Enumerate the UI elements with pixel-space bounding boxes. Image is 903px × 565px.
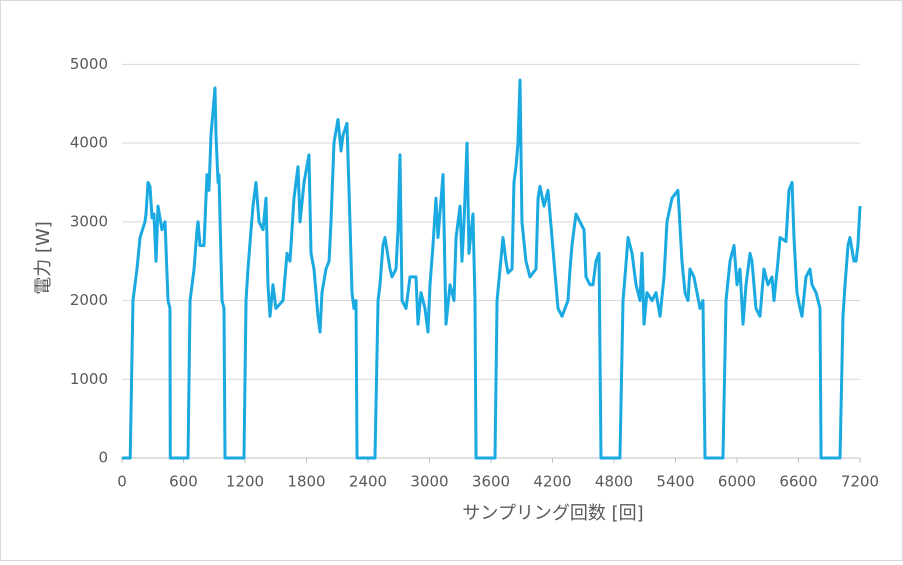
y-axis-title: 電力 [W] (33, 221, 54, 295)
x-tick-label: 2400 (349, 473, 387, 491)
x-axis-title: サンプリング回数 [回] (462, 503, 643, 524)
x-tick-label: 1200 (226, 473, 264, 491)
x-tick-label: 7200 (841, 473, 879, 491)
data-line (122, 78, 862, 460)
x-tick-label: 6600 (779, 473, 817, 491)
x-tick-label: 5400 (656, 473, 694, 491)
y-tick-label: 0 (98, 449, 108, 467)
x-tick-label: 1800 (287, 473, 325, 491)
x-tick-label: 3600 (472, 473, 510, 491)
y-tick-label: 2000 (70, 291, 108, 309)
x-tick-label: 4800 (595, 473, 633, 491)
x-tick-label: 6000 (718, 473, 756, 491)
y-tick-label: 5000 (70, 55, 108, 73)
x-tick-label: 4200 (533, 473, 571, 491)
y-tick-label: 4000 (70, 134, 108, 152)
y-tick-label: 3000 (70, 212, 108, 230)
x-tick-label: 0 (117, 473, 127, 491)
x-tick-label: 3000 (410, 473, 448, 491)
y-tick-label: 1000 (70, 370, 108, 388)
x-tick-label: 600 (169, 473, 198, 491)
